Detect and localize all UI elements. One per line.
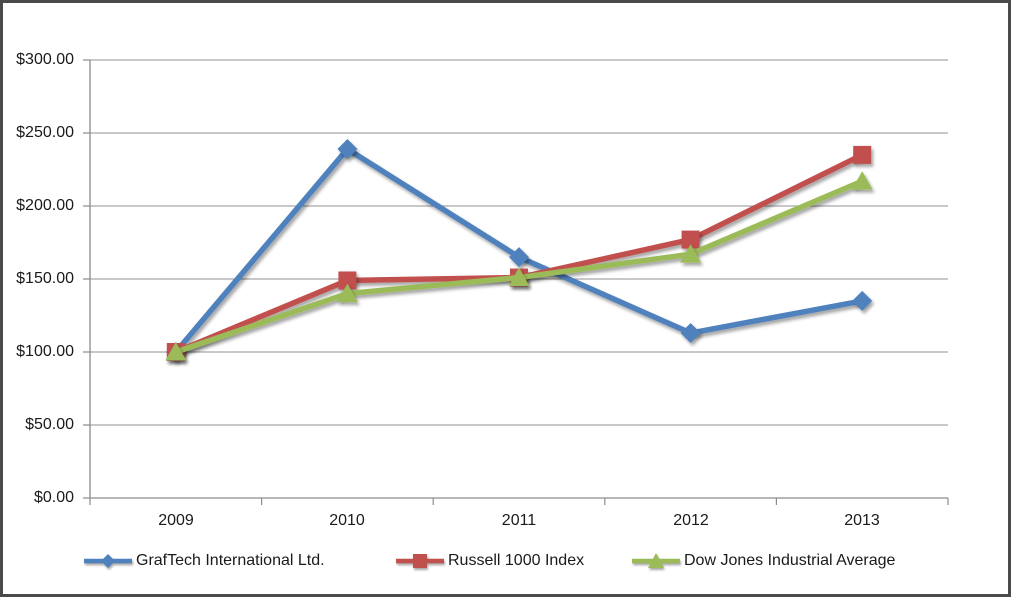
- legend-item-russell-1000: Russell 1000 Index: [395, 552, 584, 570]
- marker-square: [338, 271, 357, 290]
- y-axis-tick-label: $200.00: [16, 197, 74, 214]
- marker-square: [853, 145, 872, 164]
- marker-diamond: [852, 290, 873, 311]
- marker-triangle: [508, 267, 530, 287]
- legend-item-dow-jones: Dow Jones Industrial Average: [631, 552, 895, 570]
- y-axis-tick-label: $50.00: [25, 416, 74, 433]
- y-axis-tick-label: $250.00: [16, 124, 74, 141]
- diamond-marker-icon: [84, 554, 132, 568]
- x-axis-tick-label: 2009: [158, 512, 194, 529]
- x-axis-tick-label: 2013: [844, 512, 880, 529]
- marker-diamond: [680, 323, 701, 344]
- marker-triangle: [851, 171, 873, 190]
- y-axis-tick-label: $300.00: [16, 51, 74, 68]
- x-axis-tick-label: 2012: [673, 512, 709, 529]
- legend-label: Russell 1000 Index: [448, 552, 585, 569]
- triangle-marker-icon: [632, 553, 680, 568]
- marker-diamond: [509, 247, 529, 268]
- x-axis-tick-label: 2011: [501, 512, 537, 529]
- x-axis-tick-label: 2010: [329, 512, 365, 529]
- legend-label: Dow Jones Industrial Average: [684, 552, 896, 569]
- legend-label: GrafTech International Ltd.: [136, 552, 325, 569]
- marker-triangle: [165, 342, 187, 361]
- marker-square: [681, 230, 700, 249]
- square-marker-icon: [396, 554, 444, 568]
- y-axis-tick-label: $100.00: [16, 343, 74, 360]
- marker-diamond: [337, 139, 358, 160]
- legend-item-graftech: GrafTech International Ltd.: [83, 552, 325, 570]
- y-axis-tick-label: $0.00: [33, 489, 74, 506]
- marker-triangle: [336, 283, 358, 303]
- marker-triangle: [680, 244, 702, 263]
- y-axis-tick-label: $150.00: [16, 270, 74, 287]
